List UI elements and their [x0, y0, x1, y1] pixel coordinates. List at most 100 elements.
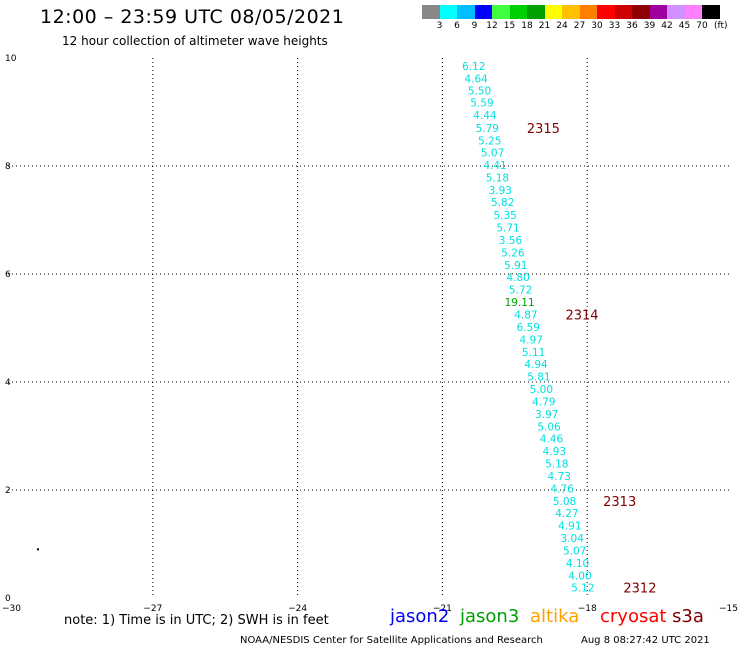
color-scale-swatch	[544, 5, 562, 19]
swh-value-label: 5.25	[478, 136, 501, 148]
swh-value-label: 4.10	[566, 558, 589, 570]
color-scale-swatch	[667, 5, 685, 19]
y-axis-tick-label: 4	[5, 378, 11, 388]
swh-value-label: 4.93	[543, 446, 566, 458]
y-axis-tick-label: 8	[5, 162, 11, 172]
legend-altika: altika	[530, 606, 580, 627]
color-scale-swatch	[597, 5, 615, 19]
swh-value-label: 4.80	[506, 272, 529, 284]
swh-value-label: 4.91	[558, 521, 581, 533]
color-scale-swatch	[422, 5, 440, 19]
color-scale-bar	[422, 5, 720, 19]
swh-value-label: 6.59	[517, 322, 540, 334]
swh-value-label: 5.18	[486, 172, 509, 184]
swh-value-label: 5.35	[493, 210, 516, 222]
color-scale-swatch	[702, 5, 720, 19]
swh-value-label: 4.64	[464, 74, 488, 86]
swh-value-label: 3.04	[561, 533, 585, 545]
swh-value-label: 3.97	[535, 409, 558, 421]
swh-value-label: 5.59	[470, 97, 493, 109]
swh-value-label: 6.12	[462, 61, 485, 73]
track-point-dot	[36, 548, 39, 551]
y-axis-tick-label: 6	[5, 270, 11, 280]
y-axis-tick-label: 10	[5, 54, 17, 64]
swh-value-label: 5.11	[522, 347, 545, 359]
swh-value-label: 5.79	[476, 123, 499, 135]
pass-time-label: 2315	[527, 122, 560, 137]
swh-value-label: 4.41	[483, 160, 506, 172]
legend-cryosat: cryosat	[600, 606, 667, 627]
swh-value-label: 4.73	[548, 471, 571, 483]
color-scale-tick-label: 70	[696, 21, 708, 31]
swh-value-label: 5.81	[527, 372, 550, 384]
color-scale-swatch	[492, 5, 510, 19]
swh-value-label: 5.08	[553, 496, 576, 508]
swh-value-label: 5.72	[509, 285, 532, 297]
legend-s3a: s3a	[672, 606, 704, 627]
color-scale-tick-label: 12	[486, 21, 498, 31]
y-axis-tick-label: 0	[5, 594, 11, 604]
pass-time-label: 2312	[623, 582, 656, 597]
color-scale-tick-label: 33	[608, 21, 621, 31]
color-scale-swatch	[684, 5, 702, 19]
swh-value-label: 4.00	[568, 570, 591, 582]
pass-time-label: 2313	[603, 495, 636, 510]
color-scale-swatch	[474, 5, 492, 19]
color-scale-tick-label: 42	[661, 21, 673, 31]
swh-value-label: 5.82	[491, 197, 514, 209]
color-scale-swatch	[439, 5, 457, 19]
color-scale-tick-label: 45	[678, 21, 691, 31]
swh-value-label: 4.79	[532, 396, 555, 408]
legend-jason2: jason2	[390, 606, 450, 627]
color-scale-swatch	[457, 5, 475, 19]
color-scale-swatch	[527, 5, 545, 19]
swh-value-label: 4.94	[524, 359, 548, 371]
swh-value-label: 3.56	[499, 235, 523, 247]
x-axis-tick-label: −27	[143, 604, 162, 614]
pass-time-label: 2314	[565, 309, 598, 324]
swh-value-label: 5.00	[530, 384, 553, 396]
x-axis-tick-label: −30	[2, 604, 21, 614]
swh-value-label: 4.87	[514, 310, 537, 322]
x-axis-tick-label: −24	[288, 604, 307, 614]
legend-jason3: jason3	[460, 606, 520, 627]
swh-value-label: 5.07	[481, 148, 504, 160]
color-scale-tick-label: 21	[538, 21, 551, 31]
swh-value-label: 4.76	[550, 483, 574, 495]
color-scale-swatch	[649, 5, 667, 19]
color-scale-swatch	[509, 5, 527, 19]
swh-value-label: 5.18	[545, 459, 568, 471]
footer-timestamp: Aug 8 08:27:42 UTC 2021	[581, 635, 710, 646]
footer-note: note: 1) Time is in UTC; 2) SWH is in fe…	[64, 613, 329, 628]
swh-value-label: 5.91	[504, 260, 527, 272]
swh-value-label: 5.50	[468, 85, 491, 97]
color-scale-tick-label: 27	[573, 21, 586, 31]
swh-value-label: 4.44	[473, 110, 497, 122]
swh-value-label: 5.71	[496, 223, 519, 235]
y-axis-tick-label: 2	[5, 486, 11, 496]
color-scale-tick-label: 36	[626, 21, 638, 31]
swh-value-label: 5.07	[563, 545, 586, 557]
swh-value-label: 4.46	[540, 434, 564, 446]
swh-value-label: 5.06	[537, 421, 561, 433]
color-scale-tick-label: 3	[436, 21, 443, 31]
color-scale-swatch	[632, 5, 650, 19]
color-scale-tick-label: 18	[521, 21, 533, 31]
color-scale-swatch	[614, 5, 632, 19]
color-scale-tick-label: 30	[591, 21, 603, 31]
swh-value-label: 19.11	[505, 297, 535, 309]
color-scale-tick-label: 24	[556, 21, 568, 31]
color-scale-swatch	[579, 5, 597, 19]
swh-value-label: 5.12	[571, 583, 594, 595]
x-axis-tick-label: −21	[433, 604, 452, 614]
swh-value-label: 4.27	[555, 508, 578, 520]
swh-value-label: 4.97	[520, 334, 543, 346]
color-scale-tick-label: 9	[471, 21, 478, 31]
color-scale-swatch	[562, 5, 580, 19]
color-scale-tick-label: 15	[503, 21, 516, 31]
color-scale-tick-label: 6	[454, 21, 460, 31]
page-title: 12:00 – 23:59 UTC 08/05/2021	[40, 6, 345, 28]
footer-credit: NOAA/NESDIS Center for Satellite Applica…	[240, 635, 543, 646]
